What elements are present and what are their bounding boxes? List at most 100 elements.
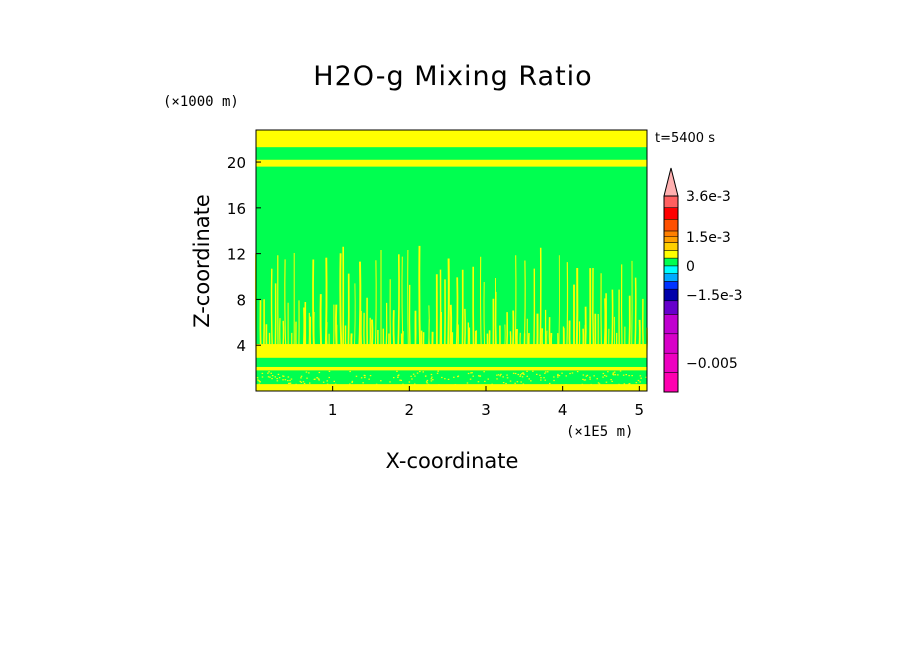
surface-speckle — [526, 375, 528, 377]
plume-streak — [448, 304, 453, 357]
surface-speckle — [258, 380, 260, 382]
surface-speckle — [561, 372, 563, 374]
surface-speckle — [543, 377, 545, 379]
surface-speckle — [430, 380, 433, 382]
colorbar-swatch — [663, 273, 679, 282]
surface-speckle — [516, 381, 519, 383]
time-label: t=5400 s — [655, 131, 715, 146]
plume-streak — [389, 279, 392, 357]
surface-speckle — [514, 372, 517, 375]
surface-speckle — [305, 371, 308, 373]
layer-band — [256, 159, 647, 167]
plume-streak — [584, 324, 587, 357]
surface-speckle — [557, 376, 559, 378]
surface-speckle — [351, 380, 354, 382]
plume-streak — [279, 318, 282, 357]
y-tick-label: 20 — [227, 154, 246, 172]
surface-speckle — [521, 373, 523, 375]
surface-speckle — [596, 378, 598, 380]
surface-speckle — [276, 380, 279, 382]
plume-streak — [455, 277, 459, 357]
surface-speckle — [349, 383, 351, 385]
plume-streak — [511, 310, 515, 357]
surface-speckle — [576, 371, 579, 373]
x-axis-label: X-coordinate — [386, 449, 519, 473]
plume-streak — [428, 319, 431, 357]
surface-speckle — [471, 372, 473, 374]
colorbar-swatch — [663, 250, 679, 259]
colorbar-swatch — [663, 265, 679, 274]
surface-speckle — [410, 375, 412, 377]
surface-speckle — [393, 377, 395, 379]
y-axis-ticks: 4 8 12 16 20 — [227, 154, 261, 355]
colorbar-swatch — [663, 230, 679, 238]
colorbar-swatch — [663, 207, 679, 220]
surface-speckle — [506, 374, 508, 376]
surface-speckle — [553, 376, 555, 378]
surface-speckle — [519, 374, 522, 376]
colorbar-extend-max — [663, 167, 679, 197]
plume-streak — [347, 273, 350, 357]
surface-speckle — [547, 371, 549, 373]
surface-speckle — [380, 380, 382, 382]
surface-speckle — [276, 378, 278, 380]
plume-streak — [312, 259, 315, 357]
surface-speckle — [628, 383, 631, 385]
surface-speckle — [328, 376, 330, 379]
surface-speckle — [569, 372, 571, 375]
surface-speckle — [261, 376, 264, 378]
x-tick-label: 3 — [481, 401, 491, 419]
plume-streak — [463, 308, 466, 357]
plume-streak — [575, 267, 579, 357]
surface-speckle — [612, 372, 615, 374]
surface-speckle — [259, 381, 261, 383]
surface-speckle — [290, 378, 293, 380]
surface-speckle — [639, 381, 641, 383]
surface-speckle — [497, 374, 500, 376]
plume-streak — [319, 294, 323, 357]
plume-streak — [385, 302, 388, 357]
surface-speckle — [283, 375, 285, 377]
plume-streak — [600, 273, 603, 357]
plume-streak — [527, 333, 531, 357]
field-plumes — [254, 245, 649, 386]
surface-speckle — [314, 378, 316, 380]
surface-speckle — [589, 378, 591, 380]
y-tick-label: 8 — [236, 291, 246, 309]
surface-speckle — [583, 379, 586, 381]
plume-streak — [610, 289, 614, 357]
surface-speckle — [467, 372, 470, 375]
plume-streak — [302, 307, 305, 357]
colorbar-tick-label: 1.5e-3 — [686, 230, 731, 246]
surface-speckle — [299, 380, 302, 382]
surface-speckle — [484, 380, 486, 382]
plume-streak — [494, 291, 498, 357]
surface-speckle — [436, 372, 439, 374]
surface-speckle — [258, 383, 260, 385]
surface-speckle — [318, 371, 321, 374]
surface-speckle — [558, 375, 561, 377]
surface-speckle — [514, 382, 516, 384]
surface-speckle — [582, 374, 585, 376]
surface-speckle — [611, 380, 613, 382]
plume-streak — [483, 281, 486, 357]
plume-streak — [548, 317, 551, 357]
plume-streak — [467, 322, 470, 357]
surface-speckle — [333, 380, 335, 382]
plume-streak — [268, 332, 271, 357]
plume-streak — [546, 330, 549, 357]
x-tick-label: 2 — [405, 401, 415, 419]
surface-speckle — [457, 376, 459, 378]
plume-streak — [562, 328, 565, 357]
surface-speckle — [590, 383, 592, 386]
surface-speckle — [270, 372, 272, 374]
surface-speckle — [520, 381, 522, 383]
surface-speckle — [287, 376, 290, 378]
surface-speckle — [349, 370, 351, 373]
surface-speckle — [557, 373, 559, 376]
surface-speckle — [639, 375, 642, 377]
surface-speckle — [416, 372, 419, 374]
y-axis-label: Z-coordinate — [190, 194, 214, 328]
colorbar-swatch — [663, 300, 679, 315]
